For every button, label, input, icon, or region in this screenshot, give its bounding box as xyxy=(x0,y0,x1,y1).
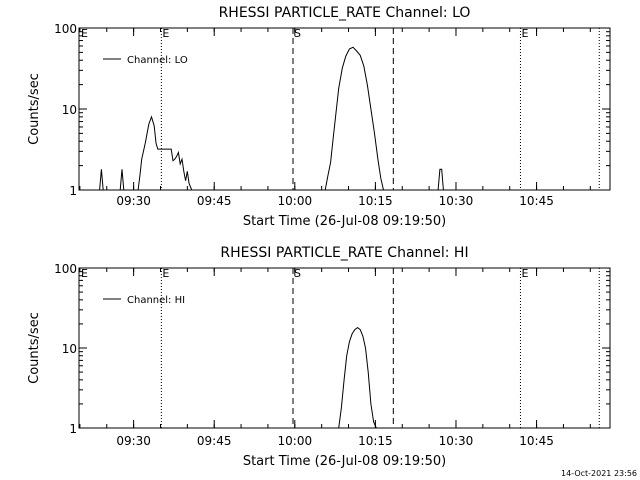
series-line xyxy=(338,326,377,428)
x-tick-label: 09:30 xyxy=(116,194,151,208)
chart-panel-hi: RHESSI PARTICLE_RATE Channel: HI 1 10 100 09… xyxy=(27,245,611,469)
x-tick-label: 10:15 xyxy=(358,194,393,208)
y-tick-label: 1 xyxy=(69,184,77,198)
event-marker-label: E xyxy=(162,267,169,280)
event-marker-label: E xyxy=(162,27,169,40)
event-marker-label: E xyxy=(521,27,528,40)
series-line xyxy=(99,46,446,190)
y-axis-label: Counts/sec xyxy=(27,312,42,384)
y-tick-label: 100 xyxy=(54,262,77,276)
x-tick-label: 09:30 xyxy=(116,434,151,448)
chart-title: RHESSI PARTICLE_RATE Channel: HI xyxy=(220,245,468,261)
event-marker-label: S xyxy=(294,27,301,40)
x-tick-label: 10:30 xyxy=(439,194,474,208)
x-tick-label: 10:45 xyxy=(519,434,554,448)
x-tick-label: 10:30 xyxy=(439,434,474,448)
x-tick-label: 09:45 xyxy=(197,434,232,448)
x-tick-label: 09:45 xyxy=(197,194,232,208)
x-tick-label: 10:45 xyxy=(519,194,554,208)
chart-panel-lo: RHESSI PARTICLE_RATE Channel: LO 1 10 100 09… xyxy=(27,5,611,229)
y-axis-label: Counts/sec xyxy=(27,73,42,145)
plot-frame xyxy=(78,27,611,191)
corner-marker-label: E xyxy=(81,27,88,40)
y-tick-label: 1 xyxy=(69,422,77,436)
y-tick-label: 10 xyxy=(62,103,77,117)
x-tick-label: 10:00 xyxy=(278,434,313,448)
x-axis-label: Start Time (26-Jul-08 09:19:50) xyxy=(243,214,446,229)
x-axis-label: Start Time (26-Jul-08 09:19:50) xyxy=(243,454,446,469)
event-marker-label: S xyxy=(294,267,301,280)
plot-frame xyxy=(78,267,611,429)
y-tick-label: 100 xyxy=(54,22,77,36)
x-tick-label: 10:00 xyxy=(278,194,313,208)
corner-marker-label: E xyxy=(81,267,88,280)
generation-timestamp: 14-Oct-2021 23:56 xyxy=(561,469,637,478)
event-marker-label: E xyxy=(521,267,528,280)
legend-label: Channel: LO xyxy=(127,55,188,66)
x-tick-label: 10:15 xyxy=(358,434,393,448)
legend-label: Channel: HI xyxy=(127,295,185,306)
chart-title: RHESSI PARTICLE_RATE Channel: LO xyxy=(219,5,471,21)
y-tick-label: 10 xyxy=(62,342,77,356)
